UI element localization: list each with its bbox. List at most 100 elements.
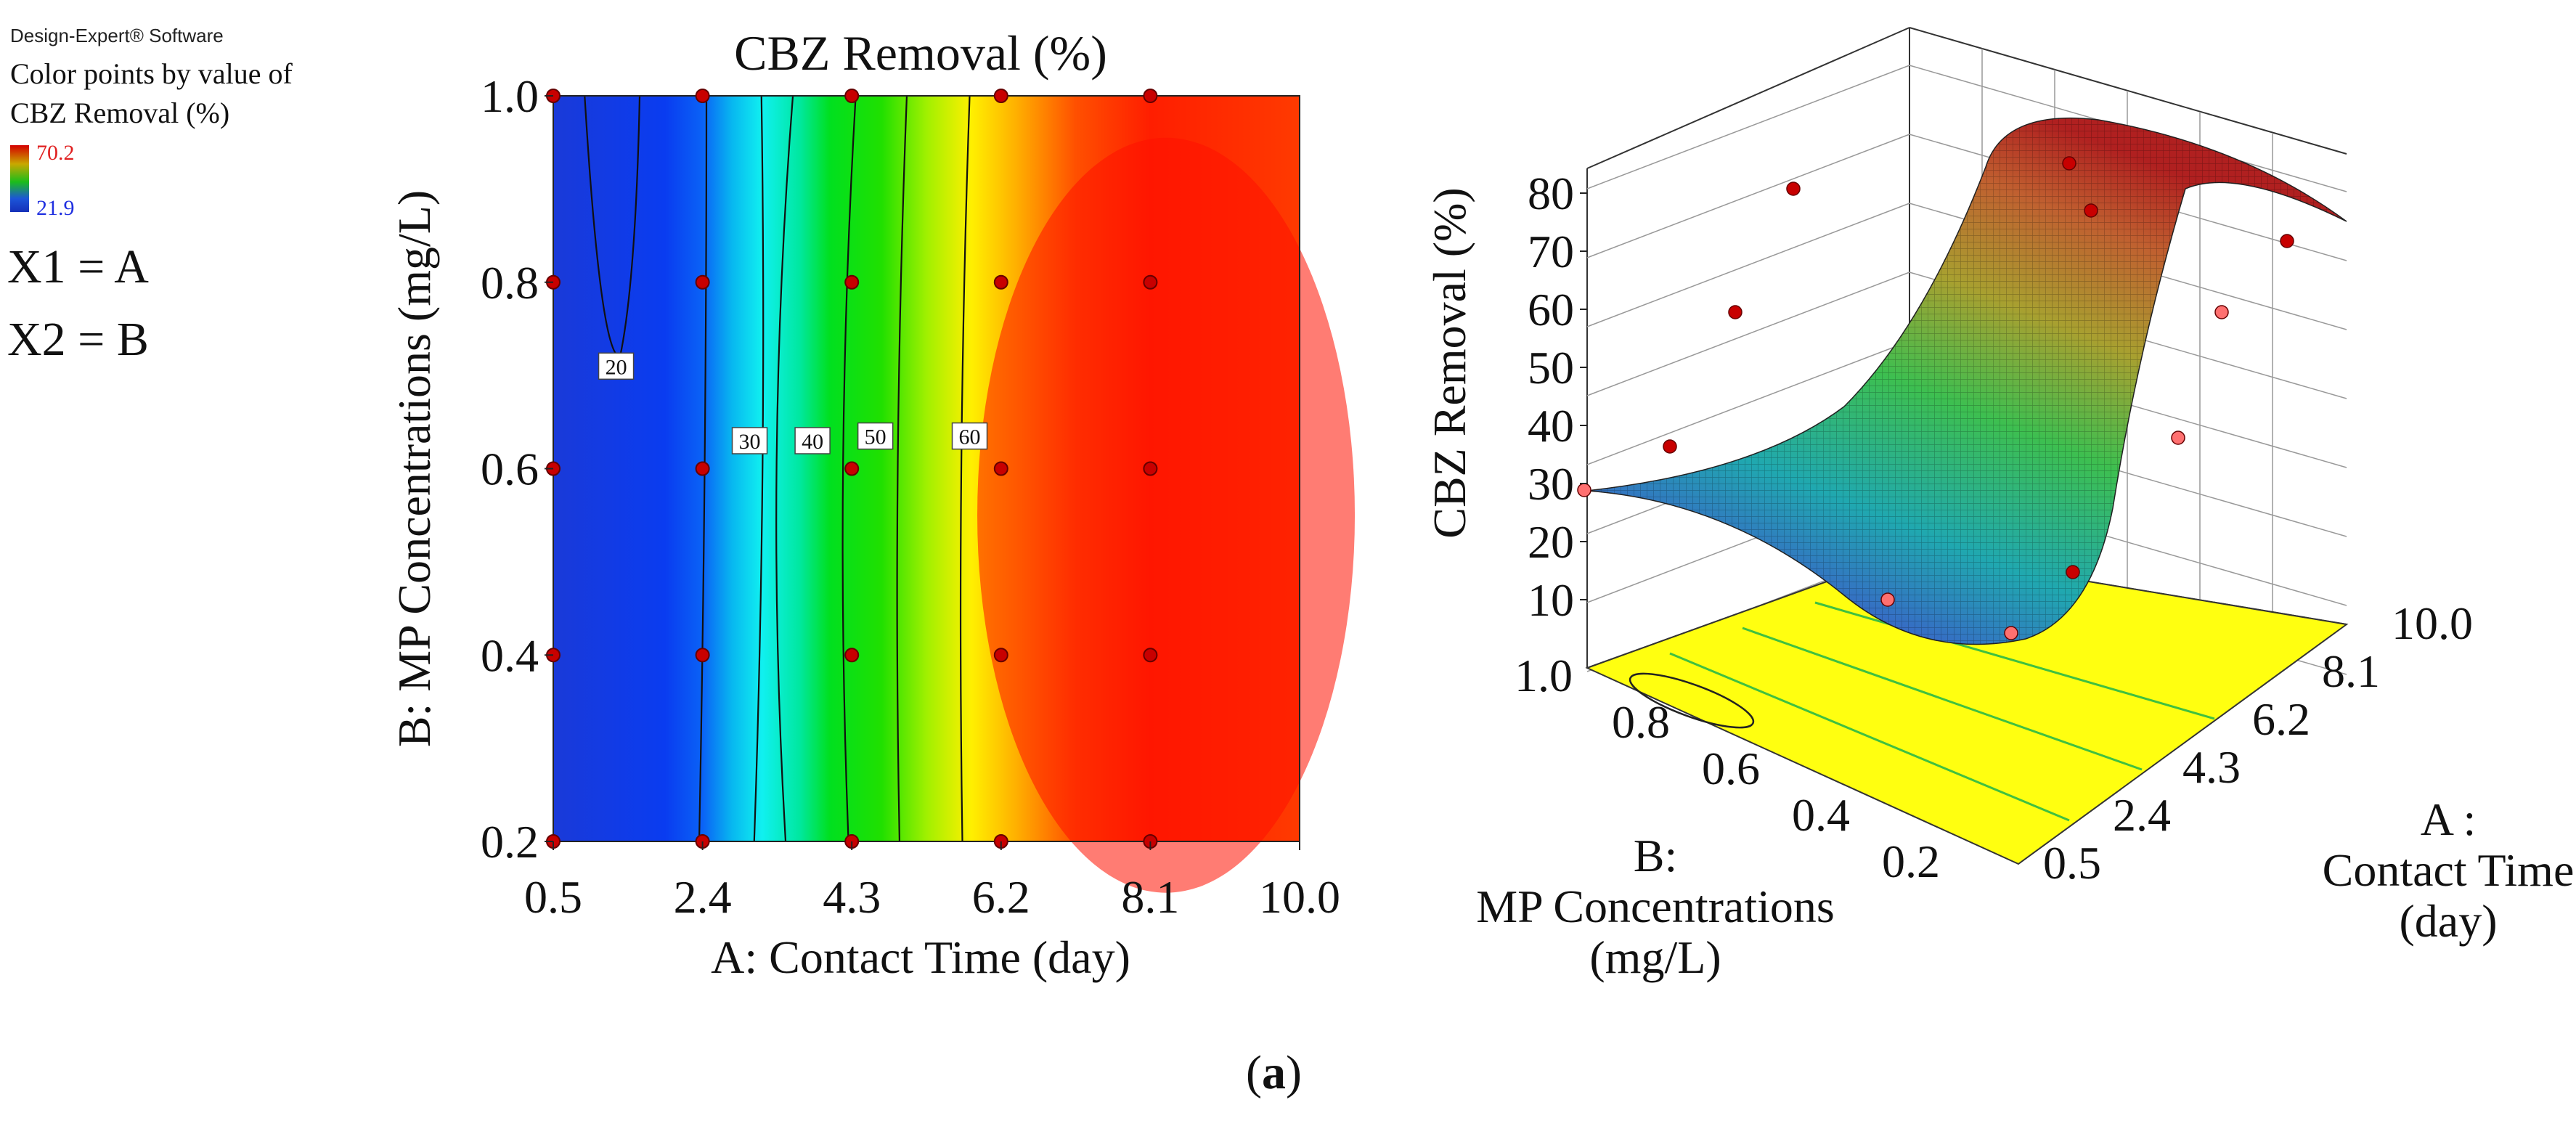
a-tick-label: 10.0	[2392, 597, 2473, 649]
x-tick-label: 8.1	[1121, 871, 1179, 923]
y-tick-label: 0.6	[481, 444, 539, 495]
legend-line2: CBZ Removal (%)	[10, 97, 230, 129]
caption-open: (	[1246, 1046, 1262, 1099]
design-point	[844, 274, 860, 290]
contour-label-box	[951, 422, 988, 450]
surface-point	[2084, 203, 2098, 218]
contour-label: 40	[802, 430, 823, 454]
z-tick-label: 80	[1528, 168, 1574, 219]
contour-label: 60	[959, 425, 981, 449]
contour-title: CBZ Removal (%)	[734, 25, 1107, 81]
b-tick-label: 0.4	[1792, 789, 1850, 841]
z-tick-label: 40	[1528, 400, 1574, 452]
design-point	[993, 274, 1008, 290]
legend-panel: Design-Expert® Software Color points by …	[0, 0, 305, 407]
design-point	[695, 648, 710, 663]
contour-label-box	[731, 427, 768, 454]
b-axis-label-2: MP Concentrations	[1476, 881, 1835, 932]
a-axis-label-2: Contact Time	[2323, 844, 2575, 896]
a-tick-label: 0.5	[2043, 837, 2101, 889]
surface-point	[1786, 182, 1801, 196]
floor-contour	[1742, 627, 2143, 771]
x-tick-label: 4.3	[823, 871, 881, 923]
surface-point	[1663, 439, 1677, 454]
b-tick-label: 0.2	[1882, 836, 1940, 887]
surface-point	[1728, 305, 1743, 319]
y-tick-label: 0.4	[481, 629, 539, 681]
caption-letter: a	[1261, 1046, 1286, 1099]
floor-contour	[1814, 601, 2215, 720]
a-tick-label: 6.2	[2252, 693, 2310, 745]
design-point	[695, 461, 710, 476]
contour-label: 20	[606, 355, 627, 379]
design-point	[844, 89, 860, 103]
design-point	[1143, 274, 1158, 290]
a-tick-label: 8.1	[2322, 645, 2380, 697]
figure-caption: (a)	[1246, 1045, 1302, 1101]
surface-mesh	[1587, 118, 2347, 645]
surface-point	[2066, 565, 2080, 579]
surface-point	[2171, 431, 2185, 445]
a-tick-label: 2.4	[2113, 789, 2171, 841]
surface-point	[2062, 156, 2076, 171]
contour-label-box	[794, 427, 831, 454]
factor-x2: X2 = B	[7, 313, 149, 366]
b-axis-label-3: (mg/L)	[1589, 931, 1721, 983]
side-grid	[1586, 340, 1910, 465]
y-tick-label: 1.0	[481, 70, 539, 122]
software-label: Design-Expert® Software	[10, 25, 224, 46]
design-point	[1143, 89, 1158, 103]
surface-point	[2214, 305, 2229, 319]
red-core	[977, 137, 1356, 893]
b-tick-label: 0.6	[1702, 743, 1760, 794]
contour-xlabel: A: Contact Time (day)	[711, 931, 1130, 983]
z-tick-label: 30	[1528, 458, 1574, 510]
design-point	[993, 461, 1008, 476]
design-point	[1143, 461, 1158, 476]
contour-line	[841, 95, 857, 842]
a-tick-label: 4.3	[2182, 741, 2241, 793]
factor-x1: X1 = A	[7, 240, 149, 293]
contour-line	[775, 95, 794, 842]
a-axis-label: A :	[2421, 794, 2476, 845]
contour-line	[896, 95, 908, 842]
design-point	[844, 648, 860, 663]
color-scale-max: 70.2	[36, 141, 75, 165]
design-point	[695, 89, 710, 103]
z-tick-label: 70	[1528, 226, 1574, 277]
surface-point	[1880, 592, 1895, 607]
surface-point	[1577, 483, 1591, 497]
x-tick-label: 6.2	[972, 871, 1030, 923]
contour-label-box	[598, 352, 635, 380]
contour-label: 50	[865, 425, 886, 449]
contour-ylabel: B: MP Concentrations (mg/L)	[388, 190, 440, 747]
surface-zlabel: CBZ Removal (%)	[1424, 187, 1475, 538]
design-point	[993, 648, 1008, 663]
y-tick-label: 0.8	[481, 257, 539, 309]
a-axis-label-3: (day)	[2399, 895, 2497, 947]
surface-point	[2004, 626, 2018, 640]
contour-label-box	[857, 422, 894, 450]
design-point	[993, 89, 1008, 103]
b-tick-label: 0.8	[1612, 696, 1670, 748]
floor-loop	[1629, 672, 1755, 729]
color-scale-min: 21.9	[36, 196, 75, 220]
z-tick-label: 50	[1528, 342, 1574, 393]
b-axis-label: B:	[1634, 830, 1677, 881]
legend-line1: Color points by value of	[10, 57, 293, 90]
design-point	[844, 461, 860, 476]
caption-close: )	[1285, 1046, 1302, 1099]
design-point	[695, 274, 710, 290]
x-tick-label: 10.0	[1259, 871, 1340, 923]
box-edge	[1586, 27, 1910, 169]
x-tick-label: 0.5	[524, 871, 582, 923]
contour-label: 30	[739, 430, 761, 454]
z-tick-label: 20	[1528, 516, 1574, 568]
y-tick-label: 0.2	[481, 816, 539, 868]
surface-point	[2280, 234, 2294, 248]
side-grid	[1586, 203, 1910, 327]
b-tick-label: 1.0	[1515, 650, 1573, 701]
contour-line	[959, 95, 971, 842]
x-tick-label: 2.4	[674, 871, 732, 923]
side-grid	[1586, 65, 1910, 189]
